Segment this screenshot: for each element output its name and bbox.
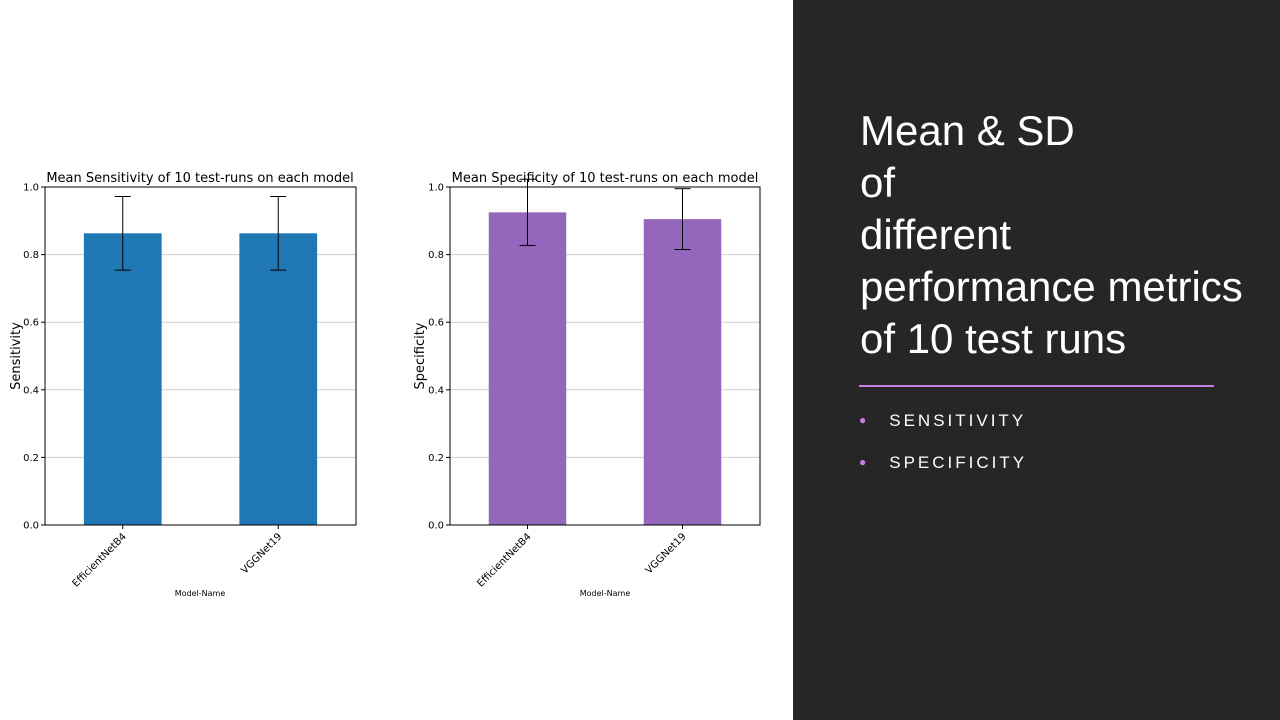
plot-frame — [449, 186, 761, 526]
y-tick-label: 0.8 — [23, 250, 39, 261]
y-tick-label: 0.2 — [428, 453, 444, 464]
bar — [488, 212, 567, 525]
x-axis-label: Model-Name — [175, 589, 226, 598]
chart-title: Mean Sensitivity of 10 test-runs on each… — [46, 171, 353, 186]
x-tick-label: EfficientNetB4 — [475, 531, 533, 589]
bullet-item: ● SPECIFICITY — [859, 453, 1027, 473]
y-tick-label: 0.6 — [23, 318, 39, 329]
slide-title-line-1: Mean & SD — [860, 107, 1075, 154]
charts-area: Mean Sensitivity of 10 test-runs on each… — [9, 171, 761, 598]
bullet-dot-icon: ● — [859, 413, 870, 427]
x-tick-label: VGGNet19 — [239, 531, 284, 576]
slide-title-line-3: different — [860, 211, 1011, 258]
slide-title-line-2: of — [860, 159, 896, 206]
plot-frame — [44, 186, 357, 526]
y-axis-label: Sensitivity — [9, 322, 24, 390]
y-tick-label: 0.0 — [428, 521, 444, 532]
sensitivity-chart: Mean Sensitivity of 10 test-runs on each… — [9, 171, 357, 598]
y-tick-label: 1.0 — [428, 183, 444, 194]
bar — [643, 219, 722, 526]
bar — [83, 233, 162, 525]
bullet-item: ● SENSITIVITY — [859, 411, 1026, 431]
y-tick-label: 0.8 — [428, 250, 444, 261]
x-tick-label: EfficientNetB4 — [71, 531, 129, 589]
y-axis-label: Specificity — [413, 322, 428, 389]
slide-title-line-5: of 10 test runs — [860, 315, 1127, 362]
specificity-chart: Mean Specificity of 10 test-runs on each… — [413, 171, 761, 598]
chart-title: Mean Specificity of 10 test-runs on each… — [452, 171, 759, 186]
y-tick-label: 0.4 — [23, 385, 39, 396]
slide-title-line-4: performance metrics — [860, 263, 1243, 310]
bullet-label: SPECIFICITY — [889, 453, 1028, 472]
x-axis-label: Model-Name — [580, 589, 631, 598]
title-panel: Mean & SD of different performance metri… — [793, 0, 1280, 720]
accent-divider — [859, 385, 1214, 387]
y-tick-label: 0.0 — [23, 521, 39, 532]
x-tick-label: VGGNet19 — [644, 531, 689, 576]
bar — [239, 233, 318, 525]
y-tick-label: 0.6 — [428, 318, 444, 329]
bullet-label: SENSITIVITY — [889, 411, 1027, 430]
y-tick-label: 0.2 — [23, 453, 39, 464]
bullet-dot-icon: ● — [859, 455, 870, 469]
y-tick-label: 1.0 — [23, 183, 39, 194]
y-tick-label: 0.4 — [428, 385, 444, 396]
